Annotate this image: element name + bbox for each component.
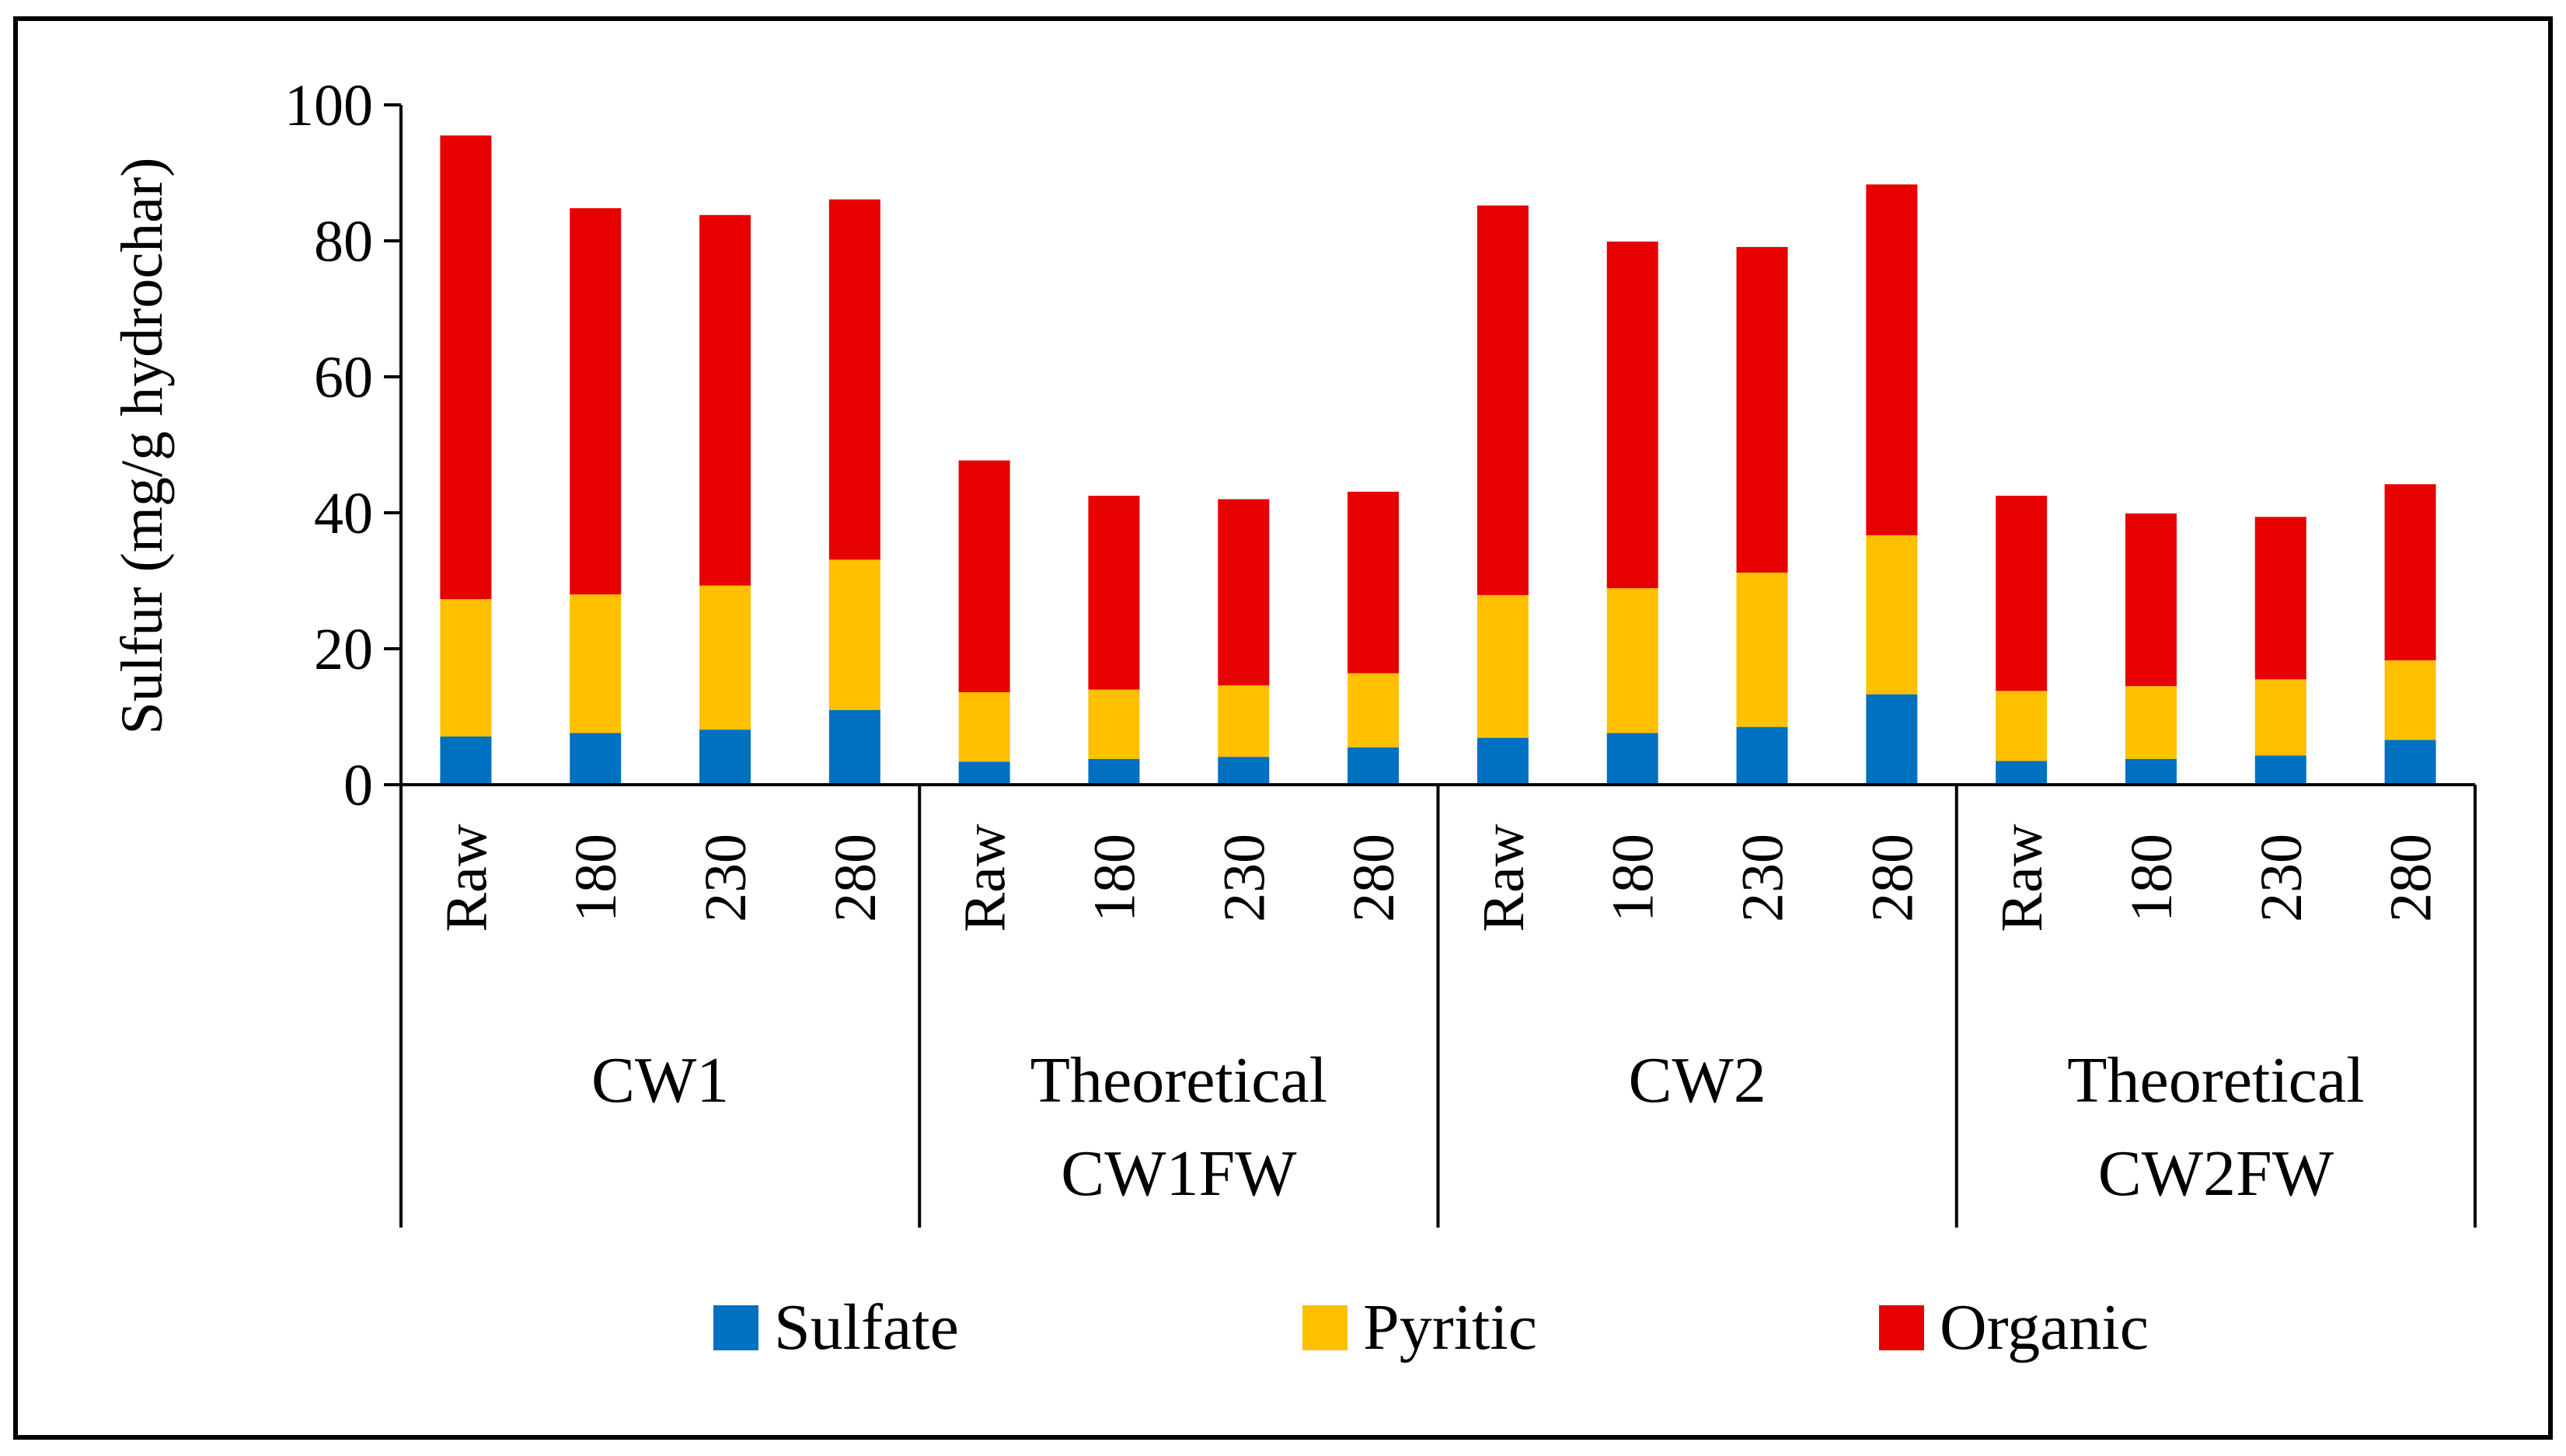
x-category-label: 280 bbox=[1341, 834, 1407, 922]
legend-label-pyritic: Pyritic bbox=[1363, 1291, 1537, 1364]
y-tick-label-40: 40 bbox=[314, 481, 373, 546]
bar-organic-g4-raw bbox=[1996, 496, 2048, 691]
bar-organic-g1-180 bbox=[570, 208, 622, 594]
x-group-label: CW2FW bbox=[2098, 1137, 2334, 1210]
bar-organic-g2-raw bbox=[958, 460, 1010, 692]
x-category-label: 280 bbox=[2379, 834, 2444, 922]
bar-sulfate-g2-280 bbox=[1347, 747, 1400, 785]
x-category-label: 230 bbox=[1731, 834, 1796, 922]
x-category-label: 230 bbox=[2249, 834, 2314, 922]
bar-pyritic-g1-280 bbox=[828, 559, 880, 710]
legend-swatch-sulfate bbox=[713, 1305, 758, 1350]
bar-sulfate-g4-raw bbox=[1996, 761, 2048, 785]
bar-sulfate-g3-180 bbox=[1606, 733, 1658, 785]
bar-sulfate-g3-raw bbox=[1476, 737, 1529, 785]
bar-organic-g1-280 bbox=[828, 199, 880, 560]
x-category-label: Raw bbox=[1471, 824, 1536, 932]
bar-organic-g3-raw bbox=[1476, 205, 1529, 595]
x-category-label: 280 bbox=[1860, 834, 1925, 922]
bar-pyritic-g1-180 bbox=[570, 594, 622, 733]
bar-sulfate-g3-230 bbox=[1736, 726, 1788, 785]
x-category-label: 180 bbox=[1082, 834, 1147, 922]
bar-sulfate-g2-raw bbox=[958, 761, 1010, 785]
bar-pyritic-g1-230 bbox=[699, 585, 751, 730]
legend-swatch-pyritic bbox=[1302, 1305, 1347, 1350]
y-tick-label-100: 100 bbox=[284, 73, 373, 138]
bar-organic-g4-230 bbox=[2254, 517, 2306, 680]
bar-sulfate-g1-230 bbox=[699, 730, 751, 785]
x-category-label: 280 bbox=[823, 834, 888, 922]
bar-pyritic-g3-280 bbox=[1866, 535, 1918, 695]
bar-sulfate-g4-230 bbox=[2254, 755, 2306, 785]
bar-organic-g3-230 bbox=[1736, 246, 1788, 573]
x-category-label: Raw bbox=[1989, 824, 2055, 932]
bar-pyritic-g3-230 bbox=[1736, 573, 1788, 727]
x-category-label: 230 bbox=[693, 834, 758, 922]
bar-organic-g2-180 bbox=[1088, 496, 1140, 690]
bar-pyritic-g2-230 bbox=[1218, 685, 1270, 758]
bar-pyritic-g2-180 bbox=[1088, 689, 1140, 759]
x-group-label: Theoretical bbox=[2067, 1044, 2364, 1116]
bars-layer bbox=[440, 135, 2436, 785]
legend-label-sulfate: Sulfate bbox=[774, 1291, 959, 1364]
bar-sulfate-g3-280 bbox=[1866, 694, 1918, 785]
bar-organic-g2-280 bbox=[1347, 491, 1400, 674]
x-group-label: CW2 bbox=[1628, 1044, 1766, 1116]
x-category-label: 180 bbox=[563, 834, 629, 922]
bar-pyritic-g4-280 bbox=[2384, 660, 2436, 740]
bar-pyritic-g3-180 bbox=[1606, 588, 1658, 733]
x-category-label: Raw bbox=[953, 824, 1018, 932]
bar-organic-g4-280 bbox=[2384, 484, 2436, 660]
x-group-label: CW1FW bbox=[1061, 1137, 1297, 1210]
bar-organic-g3-180 bbox=[1606, 241, 1658, 589]
x-group-label: CW1 bbox=[591, 1044, 729, 1116]
x-category-label: 230 bbox=[1212, 834, 1277, 922]
bar-pyritic-g2-280 bbox=[1347, 673, 1400, 747]
x-category-layer: Raw 180 230 280 Raw 180 230 280 Raw 180 230 280 Raw 1… bbox=[434, 824, 2443, 932]
y-tick-label-0: 0 bbox=[343, 753, 373, 818]
x-group-label: Theoretical bbox=[1030, 1044, 1327, 1116]
bar-sulfate-g1-raw bbox=[440, 736, 492, 785]
y-tick-label-80: 80 bbox=[314, 209, 373, 274]
bar-pyritic-g1-raw bbox=[440, 599, 492, 737]
y-tick-label-60: 60 bbox=[314, 345, 373, 410]
bar-sulfate-g4-180 bbox=[2125, 758, 2177, 785]
bar-organic-g3-280 bbox=[1866, 184, 1918, 535]
bar-organic-g2-230 bbox=[1218, 499, 1270, 686]
legend-label-organic: Organic bbox=[1940, 1291, 2149, 1364]
y-ticks-layer: 0 20 40 60 80 100 bbox=[284, 73, 401, 818]
x-category-label: 180 bbox=[2119, 834, 2184, 922]
bar-sulfate-g2-230 bbox=[1218, 757, 1270, 785]
bar-pyritic-g4-230 bbox=[2254, 679, 2306, 756]
bar-sulfate-g1-280 bbox=[828, 709, 880, 785]
y-tick-label-20: 20 bbox=[314, 617, 373, 682]
bar-pyritic-g2-raw bbox=[958, 692, 1010, 762]
legend-swatch-organic bbox=[1879, 1305, 1924, 1350]
bar-organic-g1-230 bbox=[699, 214, 751, 586]
bar-pyritic-g3-raw bbox=[1476, 594, 1529, 738]
legend: Sulfate Pyritic Organic bbox=[713, 1291, 2149, 1364]
x-category-label: Raw bbox=[434, 824, 499, 932]
bar-organic-g4-180 bbox=[2125, 513, 2177, 687]
y-axis-title: Sulfur (mg/g hydrochar) bbox=[110, 158, 175, 735]
x-group-layer: CW1 Theoretical CW1FW CW2 Theoretical CW2FW bbox=[399, 785, 2477, 1228]
bar-sulfate-g1-180 bbox=[570, 733, 622, 785]
bar-pyritic-g4-raw bbox=[1996, 691, 2048, 761]
x-category-label: 180 bbox=[1601, 834, 1666, 922]
bar-sulfate-g2-180 bbox=[1088, 758, 1140, 785]
bar-pyritic-g4-180 bbox=[2125, 686, 2177, 759]
bar-sulfate-g4-280 bbox=[2384, 740, 2436, 785]
bar-organic-g1-raw bbox=[440, 135, 492, 600]
